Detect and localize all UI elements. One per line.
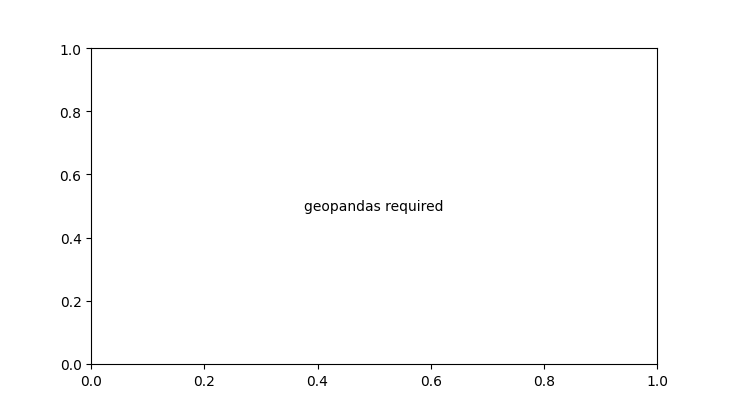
Text: geopandas required: geopandas required — [304, 200, 444, 213]
